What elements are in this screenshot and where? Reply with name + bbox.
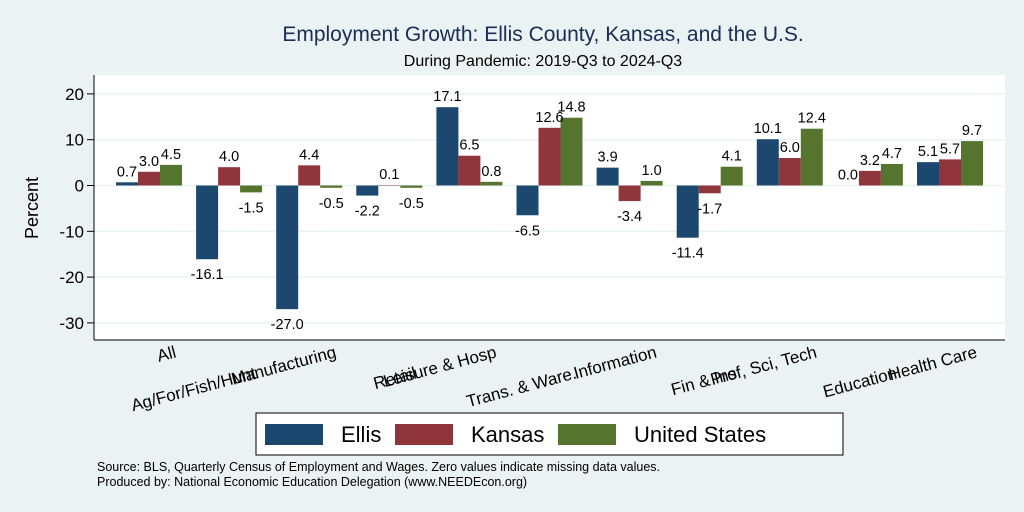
data-label: 3.9 — [598, 150, 618, 166]
chart-subtitle: During Pandemic: 2019-Q3 to 2024-Q3 — [404, 53, 682, 70]
legend: Ellis Kansas United States — [255, 412, 844, 456]
plot-area — [94, 75, 1005, 340]
data-label: 5.7 — [940, 141, 960, 157]
y-tick-label: 10 — [65, 131, 84, 150]
bar-united-states — [400, 185, 423, 188]
footer-producer: Produced by: National Economic Education… — [97, 475, 527, 489]
bar-ellis — [356, 185, 379, 196]
bar-united-states — [720, 166, 743, 186]
data-label: -6.5 — [515, 223, 540, 239]
data-label: 0.7 — [117, 164, 137, 180]
data-label: 12.6 — [535, 110, 563, 126]
data-label: 10.1 — [754, 121, 782, 137]
bar-ellis — [596, 167, 619, 186]
data-label: 3.0 — [139, 154, 159, 170]
bar-kansas — [618, 185, 641, 202]
x-category-label: All — [155, 343, 178, 366]
data-label: -0.5 — [399, 196, 424, 212]
data-labels: 0.73.0 4.5 -16.1 4.0 -1.5 -27.0 4.4 -0.5 -2.2 0.1… — [117, 89, 982, 333]
x-category-label: Health Care — [886, 343, 979, 385]
legend-box — [255, 412, 844, 456]
y-axis-label: Percent — [22, 177, 42, 239]
bar-kansas — [778, 158, 801, 186]
bar-kansas — [218, 167, 241, 186]
data-label: 3.2 — [860, 153, 880, 169]
bar-kansas — [939, 159, 961, 186]
data-label: -1.7 — [697, 201, 722, 217]
bar-united-states — [160, 164, 182, 186]
data-label: 14.8 — [557, 100, 585, 116]
bar-kansas — [298, 165, 321, 186]
bar-united-states — [480, 181, 503, 186]
bar-united-states — [880, 163, 903, 186]
bar-ellis — [436, 107, 459, 186]
data-label: 6.0 — [780, 140, 800, 156]
legend-label: Ellis — [341, 422, 381, 447]
bar-united-states — [961, 141, 983, 186]
y-axis-ticks: 20 10 0 -10 -20 -30 — [59, 85, 94, 333]
data-label: 6.5 — [459, 138, 479, 154]
legend-swatch-ellis — [265, 424, 323, 445]
legend-swatch-united-states — [558, 424, 616, 445]
data-label: 12.4 — [798, 111, 826, 127]
bar-ellis — [516, 185, 539, 216]
bar-united-states — [640, 180, 663, 186]
data-label: -11.4 — [672, 246, 704, 262]
data-label: 1.0 — [642, 163, 662, 179]
data-label: 4.1 — [722, 149, 742, 165]
data-label: -27.0 — [271, 317, 304, 333]
data-label: -2.2 — [355, 204, 380, 220]
y-tick-label: -30 — [59, 314, 84, 333]
bar-ellis — [116, 182, 138, 186]
bar-ellis — [917, 162, 939, 186]
data-label: 0.8 — [481, 164, 501, 180]
data-label: 5.1 — [918, 144, 938, 160]
data-label: 17.1 — [433, 89, 461, 105]
x-category-label: Prof, Sci, Tech — [708, 343, 818, 390]
legend-label: Kansas — [471, 422, 544, 447]
data-label: 4.4 — [299, 147, 319, 163]
bar-united-states — [240, 185, 263, 193]
legend-label: United States — [634, 422, 766, 447]
bar-kansas — [858, 170, 881, 186]
legend-swatch-kansas — [395, 424, 453, 445]
x-category-label: Information — [572, 343, 659, 383]
y-tick-label: 20 — [65, 85, 84, 104]
bar-united-states — [560, 117, 583, 186]
bar-ellis — [676, 185, 699, 238]
data-label: -3.4 — [617, 209, 642, 225]
bars — [116, 107, 983, 310]
bar-ellis — [196, 185, 219, 260]
bar-kansas — [698, 185, 721, 194]
data-label: 4.7 — [882, 146, 902, 162]
bar-united-states — [320, 185, 343, 188]
data-label: 0.0 — [838, 168, 858, 184]
y-tick-label: -10 — [59, 222, 84, 241]
bar-kansas — [138, 171, 160, 186]
x-category-label: Manufacturing — [229, 343, 338, 389]
data-label: -16.1 — [191, 267, 224, 283]
bar-united-states — [800, 128, 823, 186]
y-tick-label: -20 — [59, 268, 84, 287]
data-label: 9.7 — [962, 123, 982, 139]
data-label: -0.5 — [319, 196, 344, 212]
bar-kansas — [538, 127, 561, 186]
data-label: 0.1 — [379, 167, 399, 183]
bar-ellis — [756, 139, 779, 186]
x-category-label: Trans. & Ware. — [464, 364, 578, 412]
y-tick-label: 0 — [75, 177, 84, 196]
data-label: -1.5 — [239, 200, 264, 216]
chart-title: Employment Growth: Ellis County, Kansas,… — [282, 23, 803, 46]
bar-ellis — [276, 185, 299, 310]
footer-source: Source: BLS, Quarterly Census of Employm… — [97, 460, 660, 474]
data-label: 4.0 — [219, 149, 239, 165]
bar-kansas — [458, 155, 481, 186]
data-label: 4.5 — [161, 147, 181, 163]
